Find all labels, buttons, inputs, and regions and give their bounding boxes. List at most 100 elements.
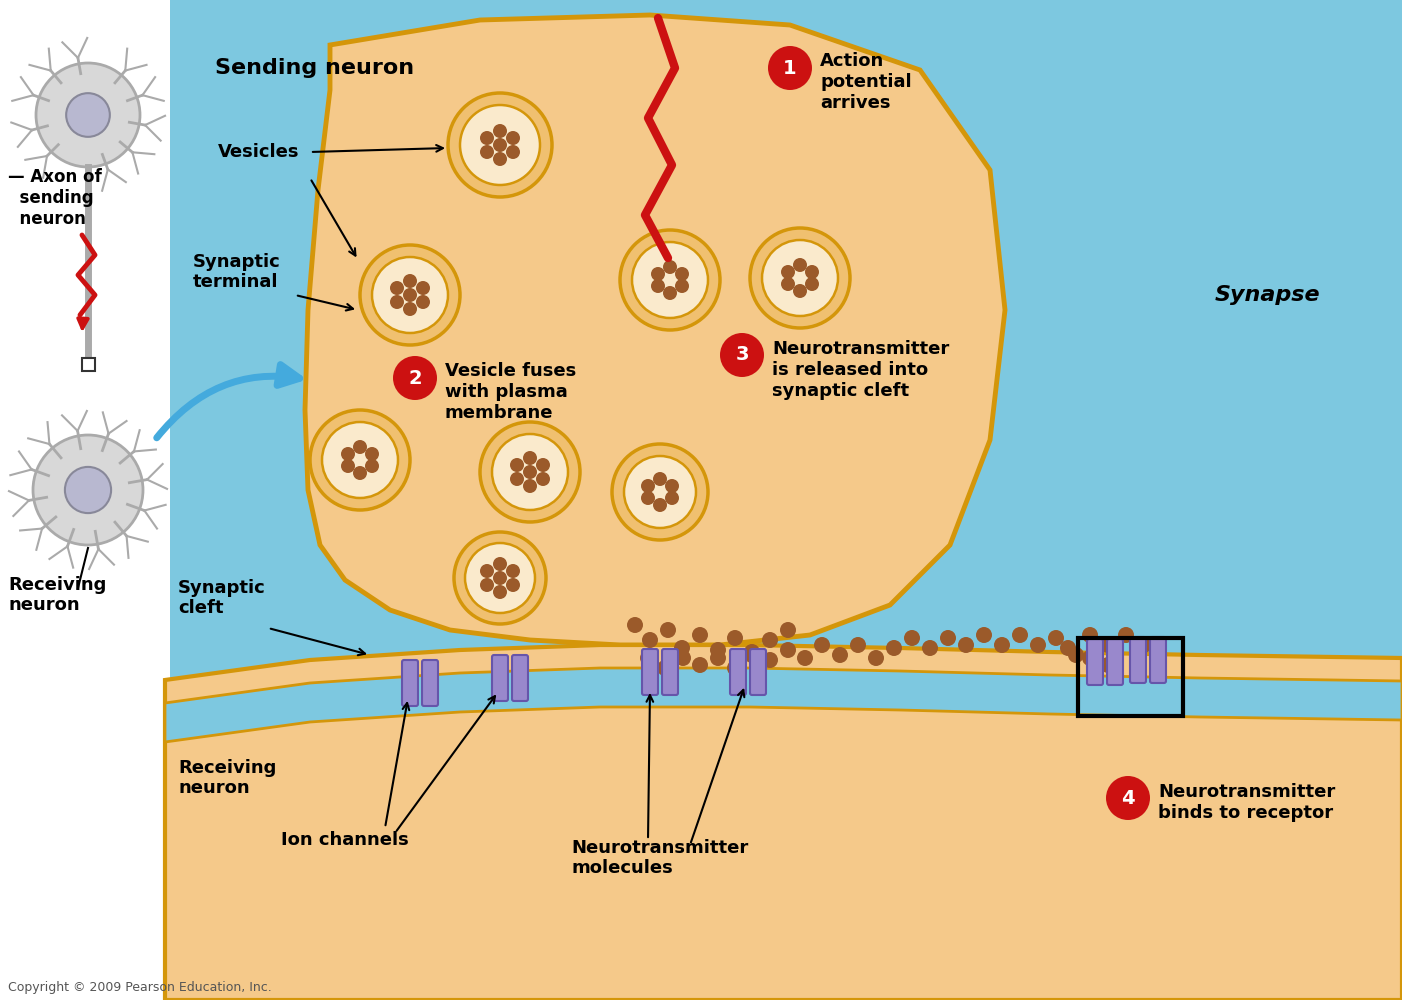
Circle shape	[390, 295, 404, 309]
Circle shape	[449, 93, 552, 197]
Circle shape	[310, 410, 409, 510]
Circle shape	[886, 640, 901, 656]
Circle shape	[494, 124, 508, 138]
Circle shape	[494, 571, 508, 585]
Circle shape	[523, 451, 537, 465]
Circle shape	[1049, 630, 1064, 646]
Text: Neurotransmitter
molecules: Neurotransmitter molecules	[572, 839, 749, 877]
FancyBboxPatch shape	[1087, 639, 1103, 685]
FancyBboxPatch shape	[750, 649, 765, 695]
Circle shape	[341, 459, 355, 473]
Bar	[1078, 638, 1183, 716]
Circle shape	[365, 459, 379, 473]
Circle shape	[506, 564, 520, 578]
Circle shape	[653, 472, 667, 486]
Text: 3: 3	[735, 346, 749, 364]
Circle shape	[624, 456, 695, 528]
Circle shape	[663, 260, 677, 274]
Circle shape	[393, 356, 437, 400]
Circle shape	[1082, 650, 1098, 666]
Circle shape	[781, 277, 795, 291]
FancyBboxPatch shape	[642, 649, 658, 695]
FancyBboxPatch shape	[402, 660, 418, 706]
Circle shape	[416, 281, 430, 295]
Circle shape	[639, 650, 656, 666]
Circle shape	[36, 63, 140, 167]
Circle shape	[390, 281, 404, 295]
FancyBboxPatch shape	[1150, 637, 1166, 683]
Circle shape	[365, 447, 379, 461]
Polygon shape	[165, 645, 1402, 1000]
Circle shape	[651, 279, 665, 293]
Circle shape	[465, 543, 536, 613]
Circle shape	[494, 138, 508, 152]
Circle shape	[805, 265, 819, 279]
Circle shape	[923, 640, 938, 656]
Circle shape	[958, 637, 974, 653]
Circle shape	[510, 472, 524, 486]
Circle shape	[780, 622, 796, 638]
Circle shape	[454, 532, 545, 624]
Circle shape	[641, 479, 655, 493]
FancyBboxPatch shape	[1108, 639, 1123, 685]
Circle shape	[660, 622, 676, 638]
Text: Vesicles: Vesicles	[217, 143, 300, 161]
Circle shape	[750, 228, 850, 328]
Circle shape	[322, 422, 398, 498]
Circle shape	[763, 632, 778, 648]
Circle shape	[976, 627, 993, 643]
Circle shape	[34, 435, 143, 545]
Text: Receiving
neuron: Receiving neuron	[8, 576, 107, 614]
Circle shape	[721, 333, 764, 377]
Circle shape	[523, 479, 537, 493]
Bar	[81, 358, 95, 371]
Circle shape	[372, 257, 449, 333]
Circle shape	[506, 131, 520, 145]
Circle shape	[479, 564, 494, 578]
FancyBboxPatch shape	[662, 649, 679, 695]
Circle shape	[642, 632, 658, 648]
Circle shape	[709, 650, 726, 666]
Circle shape	[831, 647, 848, 663]
FancyBboxPatch shape	[512, 655, 529, 701]
Text: Ion channels: Ion channels	[282, 831, 409, 849]
Circle shape	[796, 650, 813, 666]
Circle shape	[479, 145, 494, 159]
Polygon shape	[165, 668, 1402, 742]
Circle shape	[805, 277, 819, 291]
Circle shape	[693, 627, 708, 643]
Circle shape	[510, 458, 524, 472]
Circle shape	[416, 295, 430, 309]
Text: Neurotransmitter
is released into
synaptic cleft: Neurotransmitter is released into synapt…	[773, 340, 949, 400]
Circle shape	[632, 242, 708, 318]
Circle shape	[1101, 657, 1116, 673]
Circle shape	[674, 267, 688, 281]
Circle shape	[663, 286, 677, 300]
Circle shape	[763, 652, 778, 668]
Circle shape	[904, 630, 920, 646]
Polygon shape	[306, 15, 1005, 645]
Text: Receiving
neuron: Receiving neuron	[178, 759, 276, 797]
Circle shape	[494, 557, 508, 571]
Circle shape	[360, 245, 460, 345]
Text: Neurotransmitter
binds to receptor: Neurotransmitter binds to receptor	[1158, 783, 1335, 822]
Circle shape	[815, 637, 830, 653]
Circle shape	[794, 284, 808, 298]
Circle shape	[939, 630, 956, 646]
Circle shape	[794, 258, 808, 272]
FancyBboxPatch shape	[730, 649, 746, 695]
Circle shape	[780, 642, 796, 658]
Circle shape	[781, 265, 795, 279]
Text: Synaptic
cleft: Synaptic cleft	[178, 579, 266, 617]
Circle shape	[693, 657, 708, 673]
Text: Vesicle fuses
with plasma
membrane: Vesicle fuses with plasma membrane	[444, 362, 576, 422]
Circle shape	[479, 131, 494, 145]
Text: Copyright © 2009 Pearson Education, Inc.: Copyright © 2009 Pearson Education, Inc.	[8, 982, 272, 994]
Circle shape	[653, 498, 667, 512]
FancyBboxPatch shape	[1130, 637, 1145, 683]
Text: Synapse: Synapse	[1216, 285, 1321, 305]
Circle shape	[674, 279, 688, 293]
Circle shape	[341, 447, 355, 461]
Circle shape	[64, 467, 111, 513]
Circle shape	[744, 644, 760, 660]
